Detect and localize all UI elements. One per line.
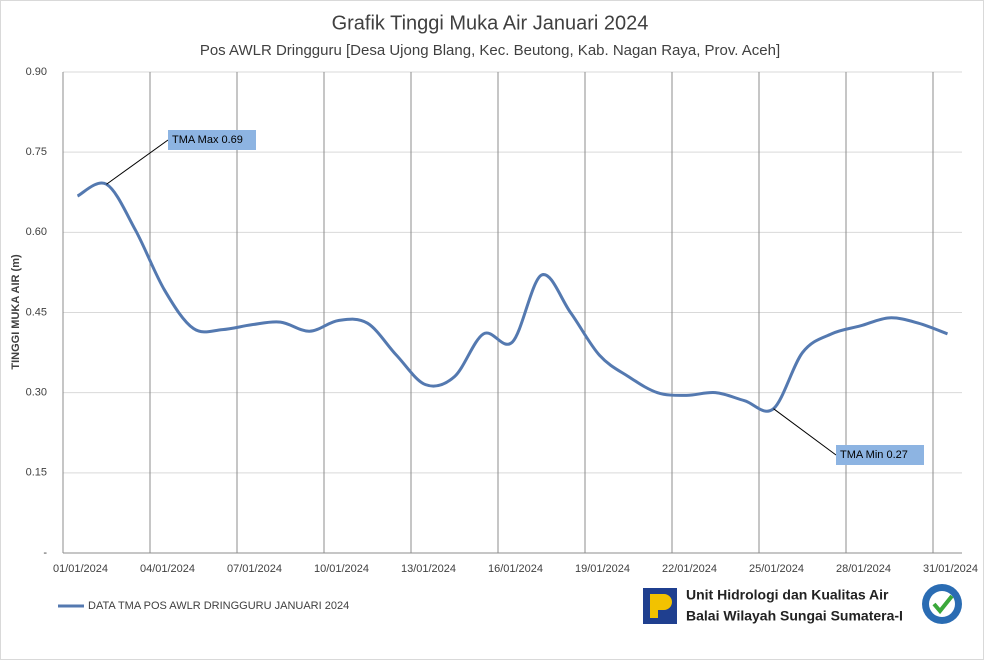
series-line bbox=[76, 181, 949, 413]
x-tick-label: 04/01/2024 bbox=[140, 563, 195, 575]
y-tick-label: 0.60 bbox=[26, 226, 47, 238]
chart-title: Grafik Tinggi Muka Air Januari 2024 bbox=[332, 12, 649, 34]
badge-inner bbox=[929, 591, 955, 617]
annotation-text: TMA Min 0.27 bbox=[840, 449, 908, 461]
x-tick-label: 28/01/2024 bbox=[836, 563, 891, 575]
annotation-leader bbox=[106, 139, 169, 185]
legend-label: DATA TMA POS AWLR DRINGGURU JANUARI 2024 bbox=[88, 600, 349, 612]
x-tick-label: 19/01/2024 bbox=[575, 563, 630, 575]
y-tick-label: 0.30 bbox=[26, 387, 47, 399]
logo-shape bbox=[650, 594, 672, 618]
y-tick-label: 0.45 bbox=[26, 306, 47, 318]
chart-subtitle: Pos AWLR Dringguru [Desa Ujong Blang, Ke… bbox=[200, 42, 780, 59]
badge-check bbox=[932, 594, 954, 615]
y-axis-title: TINGGI MUKA AIR (m) bbox=[10, 254, 22, 370]
y-tick-label: 0.75 bbox=[26, 146, 47, 158]
x-tick-label: 07/01/2024 bbox=[227, 563, 282, 575]
annotation-box bbox=[168, 130, 256, 150]
x-tick-label: 01/01/2024 bbox=[53, 563, 108, 575]
annotation-text: TMA Max 0.69 bbox=[172, 134, 243, 146]
iso-badge bbox=[922, 584, 962, 624]
y-tick-label: 0.90 bbox=[26, 66, 47, 78]
annotation-box bbox=[836, 445, 924, 465]
x-tick-label: 10/01/2024 bbox=[314, 563, 369, 575]
x-tick-label: 22/01/2024 bbox=[662, 563, 717, 575]
footer-line2: Balai Wilayah Sungai Sumatera-I bbox=[686, 608, 903, 624]
annotation-leader bbox=[773, 408, 837, 456]
y-tick-label: - bbox=[43, 547, 47, 559]
y-tick-label: 0.15 bbox=[26, 467, 47, 479]
logo-pu bbox=[643, 588, 677, 624]
x-tick-label: 16/01/2024 bbox=[488, 563, 543, 575]
x-tick-label: 31/01/2024 bbox=[923, 563, 978, 575]
footer-line1: Unit Hidrologi dan Kualitas Air bbox=[686, 587, 889, 603]
x-tick-label: 25/01/2024 bbox=[749, 563, 804, 575]
x-tick-label: 13/01/2024 bbox=[401, 563, 456, 575]
